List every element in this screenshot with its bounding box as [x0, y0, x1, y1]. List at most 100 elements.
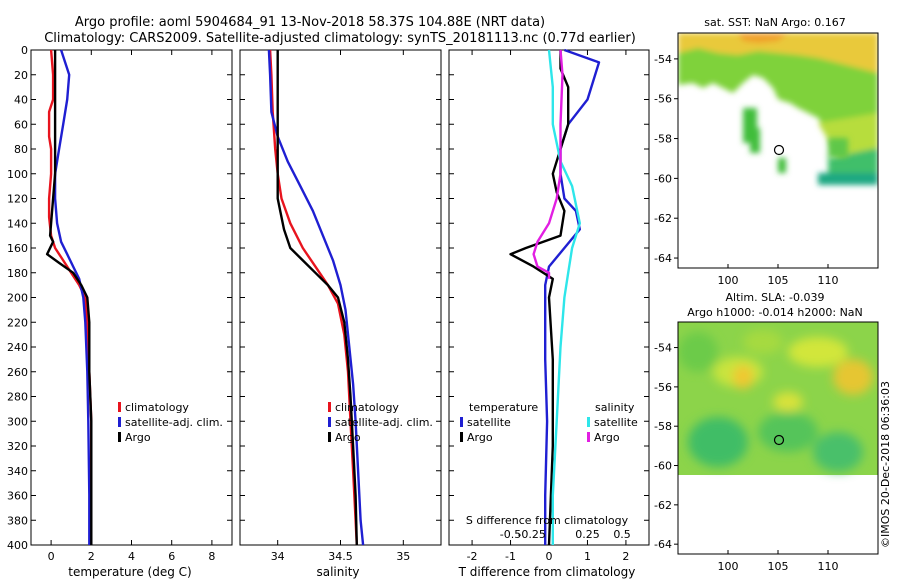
- y-tick-label: 400: [7, 539, 28, 552]
- y-tick-label: 80: [14, 143, 28, 156]
- map-y-tick-label: -58: [654, 420, 672, 433]
- legend-label-argo: Argo: [335, 431, 361, 444]
- y-tick-label: 140: [7, 217, 28, 230]
- y-tick-label: 320: [7, 440, 28, 453]
- temperature-panel: 0 2 4 6 802040608010012014016018020022024026…: [7, 44, 233, 579]
- sla-map-image: [678, 322, 878, 554]
- y-tick-label: 220: [7, 316, 28, 329]
- x-tick-label: 2: [622, 550, 629, 563]
- map-y-tick-label: -60: [654, 460, 672, 473]
- y-tick-label: 20: [14, 69, 28, 82]
- legend-swatch-argo: [118, 432, 121, 442]
- s-tick-label: -0.25: [517, 528, 545, 541]
- map-y-tick-label: -58: [654, 133, 672, 146]
- salinity-axes: [239, 49, 442, 546]
- y-tick-label: 360: [7, 490, 28, 503]
- map-y-tick-label: -60: [654, 172, 672, 185]
- legend-title-salinity: salinity: [595, 401, 635, 414]
- s-difference-label: S difference from climatology: [466, 514, 629, 527]
- salinity-legend: climatology satellite-adj. clim. Argo: [328, 401, 433, 444]
- y-tick-label: 300: [7, 415, 28, 428]
- x-tick-label: 0: [546, 550, 553, 563]
- difference-legend: temperature satellite Argo salinity sate…: [460, 401, 638, 444]
- series-argo: [45, 50, 93, 545]
- x-tick-label: 0: [48, 550, 55, 563]
- x-tick-label: 1: [584, 550, 591, 563]
- series-salinity-satellite: [547, 49, 581, 545]
- y-tick-label: 40: [14, 94, 28, 107]
- temperature-axes: [30, 49, 233, 546]
- x-tick-label: -1: [505, 550, 516, 563]
- map-y-tick-label: -54: [654, 53, 672, 66]
- y-tick-label: 380: [7, 514, 28, 527]
- x-tick-label: 8: [208, 550, 215, 563]
- legend-label-temperature-satellite: satellite: [467, 416, 511, 429]
- sst-map-image: [678, 33, 878, 268]
- y-tick-label: 60: [14, 118, 28, 131]
- sst-argo-marker: [773, 144, 785, 156]
- map-x-tick-label: 110: [818, 274, 839, 287]
- sla-map-title-1: Altim. SLA: -0.039: [725, 291, 824, 304]
- series-temperature-argo: [509, 50, 570, 546]
- map-y-tick-label: -64: [654, 252, 672, 265]
- x-tick-label: 2: [88, 550, 95, 563]
- s-tick-label: 0.25: [575, 528, 600, 541]
- series-satellite-adj-clim-: [267, 49, 365, 546]
- legend-label-climatology: climatology: [125, 401, 189, 414]
- x-tick-label: 6: [168, 550, 175, 563]
- x-tick-label: 34: [271, 550, 285, 563]
- legend-swatch-salinity-satellite: [587, 417, 590, 427]
- sla-argo-marker: [773, 434, 785, 446]
- legend-swatch-climatology: [118, 402, 121, 412]
- y-tick-label: 280: [7, 391, 28, 404]
- map-x-tick-label: 100: [718, 274, 739, 287]
- salinity-xlabel: salinity: [316, 565, 359, 579]
- legend-swatch-temperature-satellite: [460, 417, 463, 427]
- legend-label-temperature-argo: Argo: [467, 431, 493, 444]
- t-difference-xlabel: T difference from climatology: [458, 565, 636, 579]
- title-line-1: Argo profile: aoml 5904684_91 13-Nov-201…: [75, 15, 545, 30]
- temperature-legend: climatology satellite-adj. clim. Argo: [118, 401, 223, 444]
- legend-swatch-argo: [328, 432, 331, 442]
- y-tick-label: 160: [7, 242, 28, 255]
- sla-map-panel: Altim. SLA: -0.039 Argo h1000: -0.014 h2…: [654, 291, 879, 573]
- s-tick-label: -0.5: [500, 528, 521, 541]
- legend-swatch-climatology: [328, 402, 331, 412]
- legend-swatch-satellite: [328, 417, 331, 427]
- map-x-tick-label: 105: [768, 274, 789, 287]
- map-y-tick-label: -62: [654, 499, 672, 512]
- map-y-tick-label: -64: [654, 538, 672, 551]
- x-tick-label: 4: [128, 550, 135, 563]
- y-tick-label: 240: [7, 341, 28, 354]
- legend-swatch-temperature-argo: [460, 432, 463, 442]
- series-climatology: [268, 49, 358, 546]
- map-x-tick-label: 100: [718, 560, 739, 573]
- series-salinity-argo: [532, 49, 564, 279]
- x-tick-label: 34.5: [328, 550, 353, 563]
- sla-map-title-2: Argo h1000: -0.014 h2000: NaN: [687, 306, 863, 319]
- series-argo: [276, 50, 358, 546]
- x-tick-label: -2: [467, 550, 478, 563]
- y-tick-label: 340: [7, 465, 28, 478]
- map-y-tick-label: -56: [654, 93, 672, 106]
- imos-credit: ©IMOS 20-Dec-2018 06:36:03: [879, 381, 892, 548]
- map-y-tick-label: -56: [654, 381, 672, 394]
- series-temperature-satellite: [544, 48, 601, 545]
- legend-label-satellite: satellite-adj. clim.: [335, 416, 433, 429]
- x-tick-label: 35: [396, 550, 410, 563]
- legend-swatch-salinity-argo: [587, 432, 590, 442]
- series-satellite-adj-clim-: [53, 49, 91, 545]
- y-tick-label: 0: [21, 44, 28, 57]
- legend-title-temperature: temperature: [469, 401, 538, 414]
- salinity-panel: 34 34.5 35 salinity climatology satellite-…: [239, 49, 442, 579]
- sst-map-panel: sat. SST: NaN Argo: 0.167: [654, 16, 879, 287]
- map-y-tick-label: -54: [654, 342, 672, 355]
- legend-label-argo: Argo: [125, 431, 151, 444]
- y-tick-label: 260: [7, 366, 28, 379]
- legend-label-satellite: satellite-adj. clim.: [125, 416, 223, 429]
- title-line-2: Climatology: CARS2009. Satellite-adjuste…: [44, 31, 636, 46]
- y-tick-label: 180: [7, 267, 28, 280]
- legend-label-salinity-satellite: satellite: [594, 416, 638, 429]
- temperature-xlabel: temperature (deg C): [68, 565, 191, 579]
